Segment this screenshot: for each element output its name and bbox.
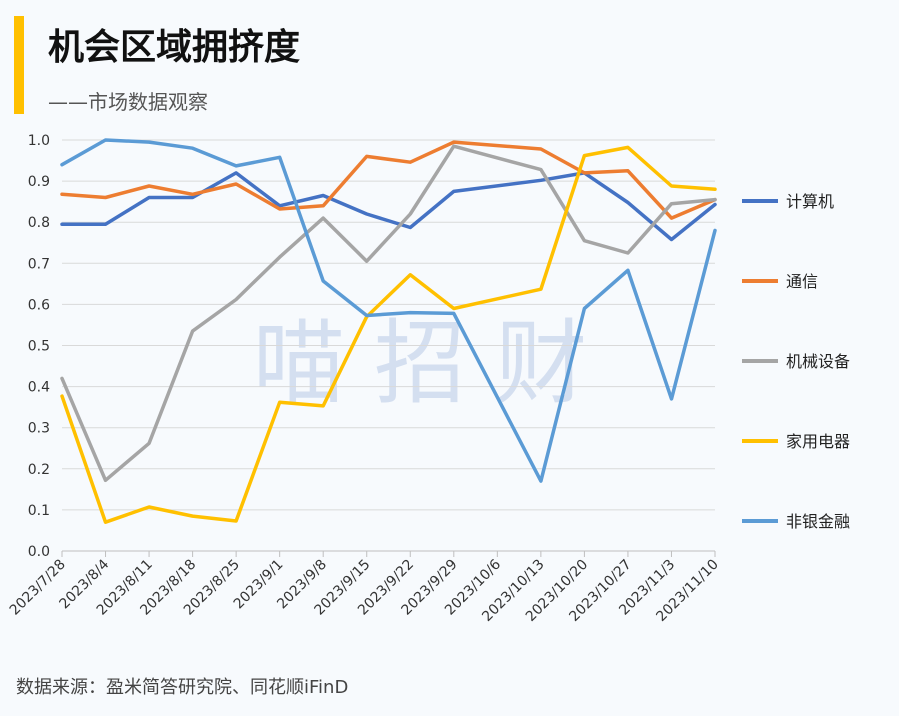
data-source-note: 数据来源：盈米简答研究院、同花顺iFinD bbox=[16, 677, 349, 698]
chart-series bbox=[60, 138, 717, 524]
watermark-text: 喵 招 财 bbox=[253, 310, 588, 417]
page-title: 机会区域拥挤度 bbox=[48, 27, 301, 68]
y-axis: 0.0 0.1 0.2 0.3 0.4 0.5 0.6 0.7 0.8 0.9 1.0 bbox=[28, 133, 50, 560]
y-tick-label: 0.0 bbox=[28, 544, 50, 560]
y-tick-label: 0.3 bbox=[28, 421, 50, 437]
x-tick-label: 2023/7/28 bbox=[7, 557, 69, 619]
legend-label: 非银金融 bbox=[786, 512, 850, 531]
page-subtitle: ——市场数据观察 bbox=[48, 90, 208, 114]
legend-label: 机械设备 bbox=[786, 352, 850, 371]
title-accent-bar bbox=[14, 16, 24, 114]
legend-label: 通信 bbox=[786, 272, 818, 291]
series-line-计算机 bbox=[60, 171, 717, 242]
y-tick-label: 0.4 bbox=[28, 380, 50, 396]
legend-label: 家用电器 bbox=[786, 432, 850, 451]
y-tick-label: 0.2 bbox=[28, 462, 50, 478]
y-tick-label: 0.7 bbox=[28, 256, 50, 272]
y-tick-label: 0.9 bbox=[28, 174, 50, 190]
y-tick-label: 0.8 bbox=[28, 215, 50, 231]
series-line-非银金融 bbox=[60, 138, 717, 483]
y-tick-label: 0.6 bbox=[28, 297, 50, 313]
series-line-通信 bbox=[60, 140, 717, 220]
y-tick-label: 0.1 bbox=[28, 503, 50, 519]
y-tick-label: 0.5 bbox=[28, 339, 50, 355]
x-axis: 2023/7/282023/8/42023/8/112023/8/182023/… bbox=[7, 550, 722, 625]
series-line-机械设备 bbox=[60, 144, 717, 483]
y-tick-label: 1.0 bbox=[28, 133, 50, 149]
legend-label: 计算机 bbox=[786, 192, 834, 211]
